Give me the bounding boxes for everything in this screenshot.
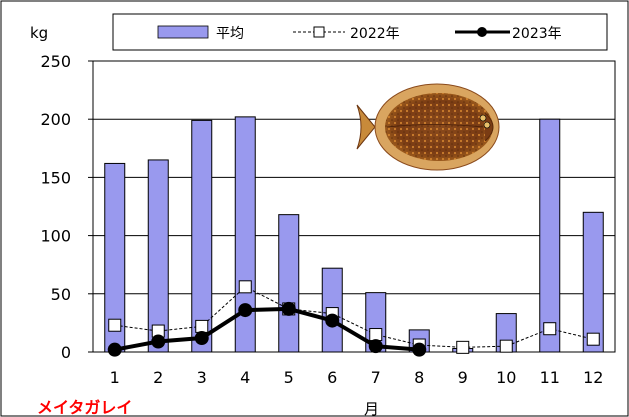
legend-marker-2022	[314, 27, 324, 37]
y-tick-label: 100	[40, 227, 71, 246]
y-tick-label: 250	[40, 52, 71, 71]
species-label: メイタガレイ	[37, 398, 132, 417]
bar-average	[148, 160, 168, 352]
point-2022	[500, 340, 512, 352]
point-2022	[196, 320, 208, 332]
point-2023	[108, 343, 122, 357]
legend: 平均 2022年 2023年	[113, 14, 607, 50]
legend-label-2022: 2022年	[350, 26, 400, 42]
point-2023	[325, 314, 339, 328]
point-2023	[282, 302, 296, 316]
point-2022	[544, 323, 556, 335]
point-2023	[412, 343, 426, 357]
x-tick-label: 12	[583, 368, 603, 387]
bar-average	[192, 120, 212, 352]
bar-average	[583, 212, 603, 352]
x-tick-label: 3	[197, 368, 207, 387]
x-axis-label: 月	[364, 400, 379, 417]
x-tick-label: 9	[458, 368, 468, 387]
x-tick-label: 5	[284, 368, 294, 387]
y-axis-label: kg	[30, 24, 48, 42]
point-2022	[587, 333, 599, 345]
legend-label-average: 平均	[216, 26, 244, 42]
y-tick-label: 0	[61, 343, 71, 362]
y-tick-label: 200	[40, 110, 71, 129]
x-tick-label: 6	[327, 368, 337, 387]
point-2022	[109, 319, 121, 331]
point-2022	[370, 329, 382, 341]
x-tick-label: 10	[496, 368, 516, 387]
y-tick-label: 150	[40, 168, 71, 187]
bar-average	[540, 119, 560, 352]
y-tick-label: 50	[51, 285, 71, 304]
x-tick-label: 2	[153, 368, 163, 387]
point-2023	[238, 303, 252, 317]
point-2022	[239, 281, 251, 293]
point-2022	[457, 341, 469, 353]
x-tick-label: 11	[540, 368, 560, 387]
x-tick-label: 1	[110, 368, 120, 387]
legend-label-2023: 2023年	[512, 26, 562, 42]
point-2023	[195, 331, 209, 345]
legend-swatch-average	[158, 26, 208, 38]
point-2023	[369, 339, 383, 353]
bar-average	[279, 215, 299, 352]
x-tick-label: 4	[240, 368, 250, 387]
x-tick-label: 8	[414, 368, 424, 387]
legend-marker-2023	[477, 27, 487, 37]
point-2023	[151, 335, 165, 349]
x-tick-label: 7	[371, 368, 381, 387]
